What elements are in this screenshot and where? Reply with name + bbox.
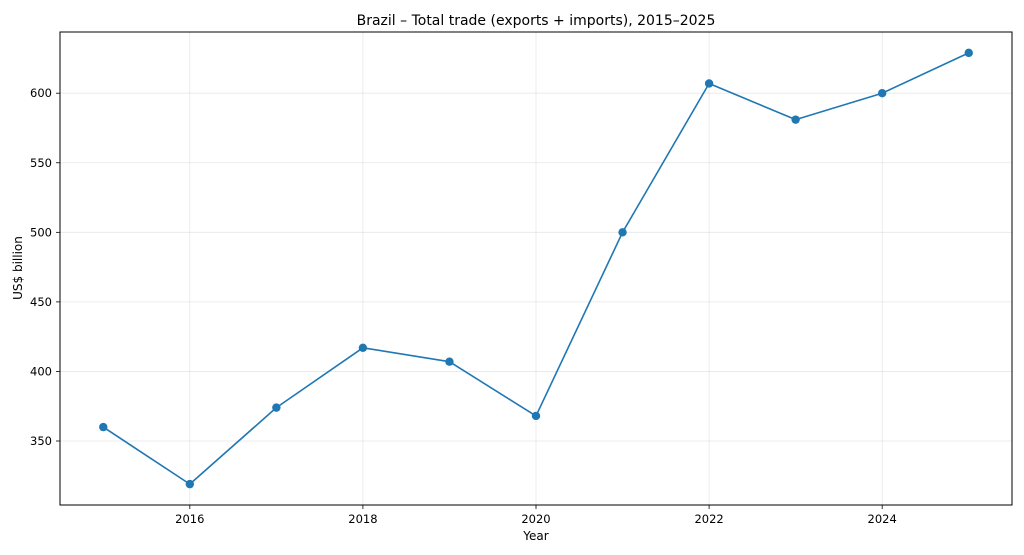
- data-point: [99, 422, 108, 432]
- series-layer: [99, 48, 973, 489]
- grid-layer: [60, 32, 1012, 505]
- chart-title: Brazil – Total trade (exports + imports)…: [357, 13, 716, 29]
- ticks-layer: 2016 2018 2020 2022 2024 350 400 450 500 550 600: [30, 86, 897, 526]
- data-point: [964, 48, 973, 58]
- x-tick-label: 2020: [521, 512, 550, 526]
- y-tick-label: 450: [30, 295, 52, 309]
- y-tick-label: 400: [30, 364, 52, 378]
- y-tick-label: 550: [30, 156, 52, 170]
- x-tick-label: 2016: [175, 512, 204, 526]
- data-point: [531, 411, 541, 421]
- data-point: [185, 479, 195, 489]
- x-tick-label: 2024: [868, 512, 897, 526]
- y-axis-label: US$ billion: [11, 236, 25, 300]
- data-point: [445, 357, 454, 366]
- data-point: [704, 79, 714, 88]
- data-point: [272, 403, 281, 412]
- y-tick-label: 600: [30, 86, 52, 100]
- data-point: [877, 89, 887, 98]
- x-axis-label: Year: [522, 529, 548, 543]
- y-tick-label: 500: [30, 225, 52, 239]
- data-point: [791, 115, 800, 124]
- x-tick-label: 2022: [694, 512, 723, 526]
- data-point: [618, 228, 627, 237]
- data-point: [358, 343, 368, 352]
- x-tick-label: 2018: [348, 512, 377, 526]
- y-tick-label: 350: [30, 434, 52, 448]
